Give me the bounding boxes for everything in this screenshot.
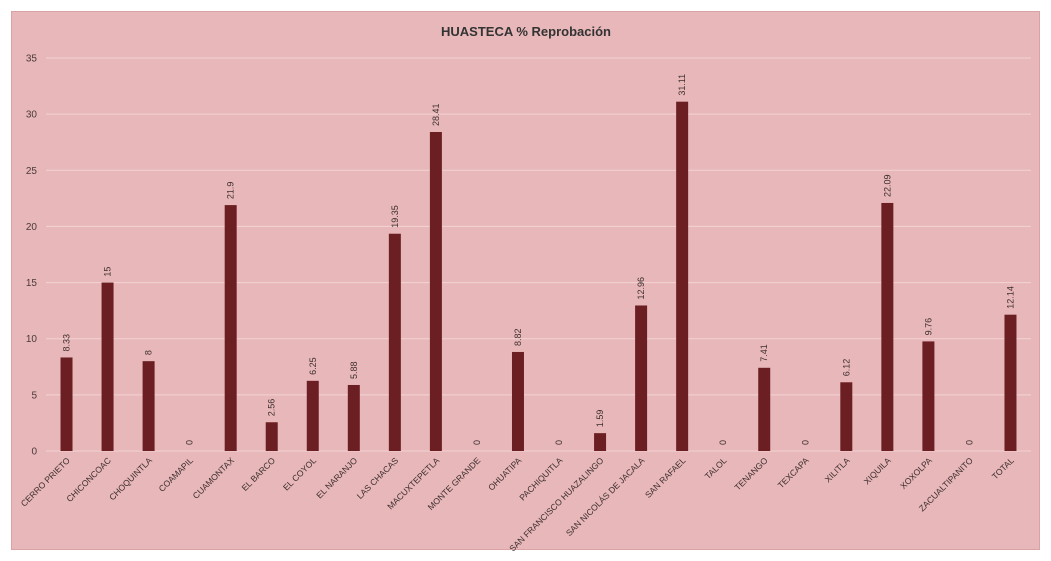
y-tick-label: 20	[26, 222, 38, 233]
bar	[840, 382, 853, 451]
bar	[60, 357, 73, 451]
x-tick-label: TALOL	[703, 455, 729, 481]
x-tick-label: TEXCAPA	[776, 455, 811, 490]
data-label: 28.41	[431, 103, 441, 126]
chart-title: HUASTECA % Reprobación	[441, 24, 611, 39]
x-tick-label: EL COYOL	[281, 455, 318, 492]
data-label: 0	[800, 440, 810, 445]
x-tick-label: XIQUILA	[862, 455, 893, 486]
data-label: 6.25	[308, 357, 318, 375]
x-tick-label: CERRO PRIETO	[19, 455, 72, 508]
data-label: 8.33	[62, 334, 72, 352]
x-tick-label: SAN NICOLÁS DE JACALA	[564, 455, 647, 538]
data-label: 8	[144, 350, 154, 355]
bar	[635, 305, 648, 451]
data-label: 21.9	[226, 182, 236, 200]
x-tick-label: XOXOLPA	[898, 455, 934, 491]
data-label: 6.12	[841, 359, 851, 377]
data-label: 9.76	[923, 318, 933, 336]
y-axis-tick-labels: 0 5 10 15 20 25 30 35	[26, 54, 38, 458]
x-tick-label: TOTAL	[990, 455, 1016, 481]
data-label: 1.59	[595, 410, 605, 428]
x-tick-label: EL BARCO	[240, 455, 278, 493]
bar	[224, 205, 237, 451]
bar	[511, 351, 524, 451]
bar	[594, 433, 607, 451]
data-label: 15	[103, 267, 113, 277]
bar	[758, 367, 771, 451]
x-tick-label: SAN RAFAEL	[643, 455, 688, 500]
gridlines	[46, 57, 1031, 452]
bar	[265, 422, 278, 451]
data-label: 2.56	[267, 399, 277, 417]
y-tick-label: 35	[26, 54, 38, 65]
bar	[676, 101, 689, 452]
bar-chart: HUASTECA % Reprobación 0 5 10 15 20 25 30 35 8.…	[19, 24, 1031, 551]
bar	[922, 341, 935, 451]
y-tick-label: 10	[26, 334, 38, 345]
y-tick-label: 30	[26, 110, 38, 121]
data-label: 19.35	[390, 205, 400, 228]
x-tick-label: XILITLA	[823, 455, 852, 484]
data-label: 0	[554, 440, 564, 445]
data-label: 12.96	[636, 277, 646, 300]
data-label: 5.88	[349, 361, 359, 379]
x-tick-label: LAS CHACAS	[355, 455, 401, 501]
y-tick-label: 25	[26, 166, 38, 177]
x-tick-label: CHOQUINTLA	[107, 455, 154, 502]
y-tick-label: 0	[31, 447, 37, 458]
data-label: 12.14	[1005, 286, 1015, 309]
bar	[429, 131, 442, 451]
x-tick-label: TENANGO	[733, 455, 770, 492]
data-label: 8.82	[513, 328, 523, 346]
data-label: 0	[185, 440, 195, 445]
bar	[347, 384, 360, 451]
data-label: 31.11	[677, 74, 687, 96]
x-tick-label: COAMAPIL	[157, 455, 196, 494]
bar	[881, 202, 894, 451]
chart-area: HUASTECA % Reprobación 0 5 10 15 20 25 30 35 8.…	[11, 11, 1040, 551]
x-tick-label: CUAMONTAX	[191, 455, 237, 501]
y-tick-label: 5	[31, 390, 37, 401]
bar	[142, 361, 155, 451]
data-label: 0	[964, 440, 974, 445]
data-label: 7.41	[759, 344, 769, 362]
bars	[60, 101, 1017, 452]
bar	[1004, 314, 1017, 451]
bar	[306, 380, 319, 451]
y-tick-label: 15	[26, 278, 38, 289]
data-label: 0	[718, 440, 728, 445]
x-tick-label: EL NARANJO	[314, 455, 359, 500]
data-label: 22.09	[882, 174, 892, 197]
x-tick-label: OHUATIPA	[486, 455, 523, 492]
data-labels: 8.33 15 8 0 21.9 2.56 6.25 5.88 19.35 28.41 0 8.82 0…	[62, 74, 1016, 445]
bar	[101, 282, 114, 451]
data-label: 0	[472, 440, 482, 445]
bar	[388, 233, 401, 451]
